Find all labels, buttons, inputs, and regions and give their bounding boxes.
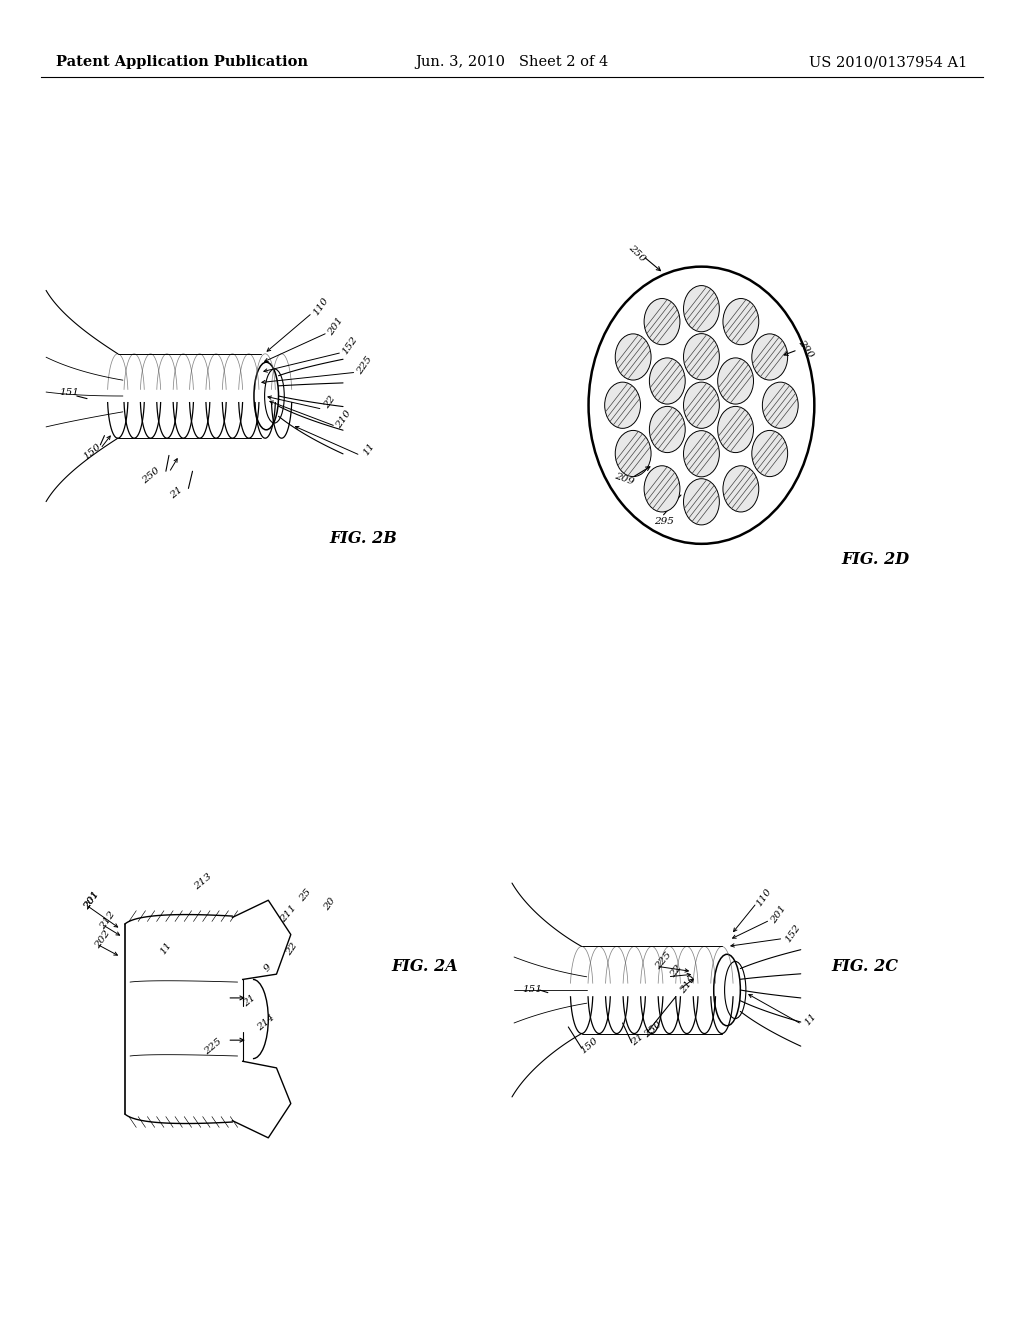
Text: 201: 201 xyxy=(327,315,345,337)
Text: FIG. 2A: FIG. 2A xyxy=(391,958,459,974)
Circle shape xyxy=(723,466,759,512)
Text: 225: 225 xyxy=(653,950,674,972)
Text: Patent Application Publication: Patent Application Publication xyxy=(56,55,308,69)
Text: 110: 110 xyxy=(755,887,773,908)
Text: 11: 11 xyxy=(361,441,376,457)
Text: 20: 20 xyxy=(323,896,337,912)
Text: 213: 213 xyxy=(193,873,213,891)
Circle shape xyxy=(684,479,719,525)
Text: 21: 21 xyxy=(242,993,258,1008)
Text: Jun. 3, 2010   Sheet 2 of 4: Jun. 3, 2010 Sheet 2 of 4 xyxy=(416,55,608,69)
Circle shape xyxy=(644,298,680,345)
Text: 212: 212 xyxy=(98,909,117,931)
Text: 152: 152 xyxy=(341,335,359,356)
Text: 150: 150 xyxy=(579,1036,599,1055)
Text: 250: 250 xyxy=(627,243,647,264)
Text: 151: 151 xyxy=(522,986,543,994)
Circle shape xyxy=(615,430,651,477)
Circle shape xyxy=(684,334,719,380)
Text: 250: 250 xyxy=(643,1020,664,1039)
Text: 211: 211 xyxy=(279,903,299,924)
Text: FIG. 2D: FIG. 2D xyxy=(842,552,909,568)
Circle shape xyxy=(684,383,719,429)
Circle shape xyxy=(718,358,754,404)
Text: FIG. 2C: FIG. 2C xyxy=(831,958,899,974)
Text: 201: 201 xyxy=(83,890,101,911)
Circle shape xyxy=(723,298,759,345)
Text: 22: 22 xyxy=(285,941,299,957)
Text: FIG. 2B: FIG. 2B xyxy=(330,531,397,546)
Text: 210: 210 xyxy=(679,974,697,995)
Text: 202: 202 xyxy=(93,929,112,950)
Text: 21: 21 xyxy=(168,484,184,500)
Circle shape xyxy=(615,334,651,380)
Text: 11: 11 xyxy=(159,940,173,956)
Circle shape xyxy=(752,430,787,477)
Circle shape xyxy=(644,466,680,512)
Text: 22: 22 xyxy=(669,964,683,979)
Text: US 2010/0137954 A1: US 2010/0137954 A1 xyxy=(809,55,968,69)
Text: 209: 209 xyxy=(613,471,636,487)
Text: 22: 22 xyxy=(323,395,337,411)
Circle shape xyxy=(684,285,719,331)
Text: 110: 110 xyxy=(311,296,330,317)
Text: 210: 210 xyxy=(335,409,353,430)
Text: 152: 152 xyxy=(783,923,802,944)
Circle shape xyxy=(649,407,685,453)
Text: 201: 201 xyxy=(83,890,101,911)
Text: 225: 225 xyxy=(355,355,374,376)
Text: 21: 21 xyxy=(630,1032,646,1048)
Text: 290: 290 xyxy=(797,338,815,359)
Text: 225: 225 xyxy=(203,1038,223,1056)
Text: 25: 25 xyxy=(297,887,313,903)
Circle shape xyxy=(762,383,799,429)
Circle shape xyxy=(718,407,754,453)
Text: 151: 151 xyxy=(59,388,80,396)
Text: 11: 11 xyxy=(803,1011,819,1027)
Circle shape xyxy=(605,383,641,429)
Text: 9: 9 xyxy=(263,962,273,973)
Text: 250: 250 xyxy=(141,466,162,484)
Text: 150: 150 xyxy=(82,442,102,461)
Circle shape xyxy=(752,334,787,380)
Text: 295: 295 xyxy=(653,517,674,525)
Text: 214: 214 xyxy=(256,1014,276,1032)
Text: 201: 201 xyxy=(769,904,787,925)
Circle shape xyxy=(649,358,685,404)
Circle shape xyxy=(684,430,719,477)
